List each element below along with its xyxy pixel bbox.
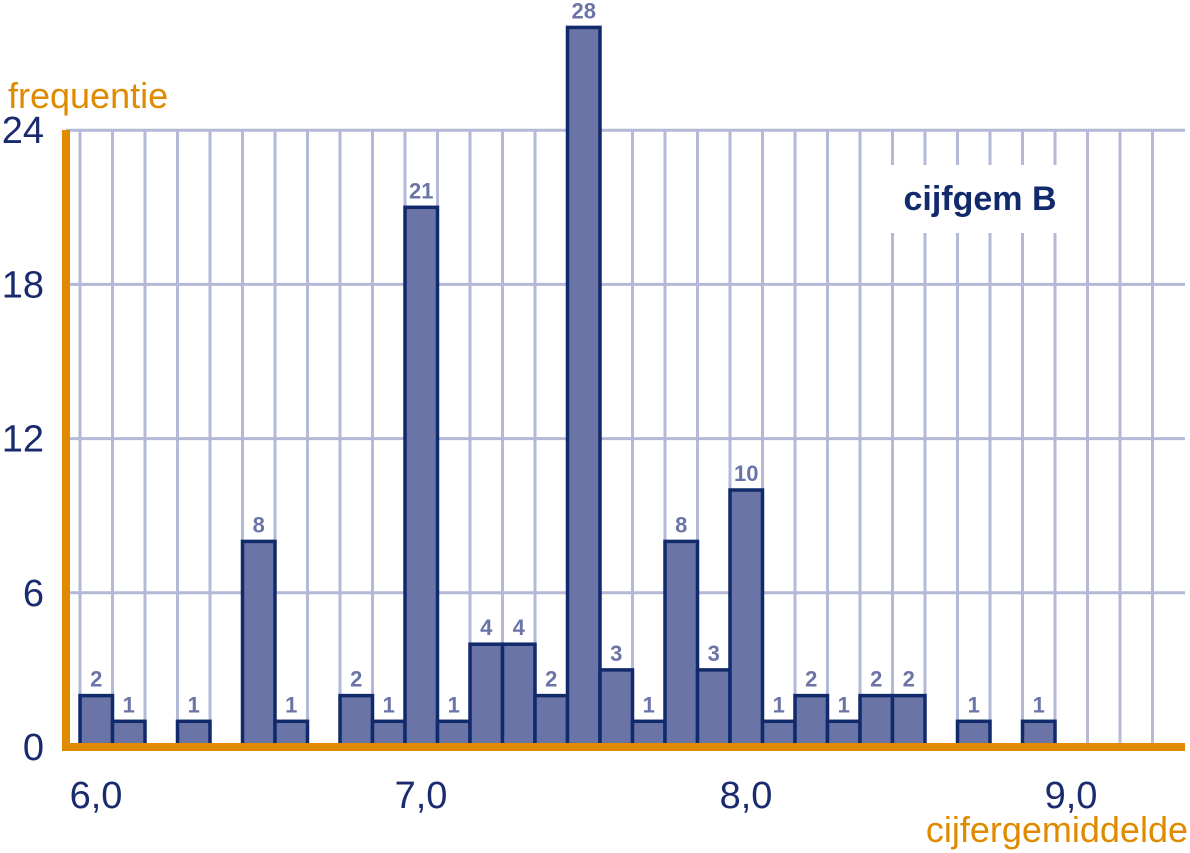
bar — [468, 642, 505, 749]
bar — [403, 205, 440, 749]
x-tick-labels: 6,0 7,0 8,0 9,0 — [70, 775, 1098, 817]
bar-value-label: 1 — [643, 692, 655, 717]
bar-value-label: 2 — [870, 667, 882, 692]
bar — [890, 693, 927, 749]
y-tick-label: 6 — [23, 573, 44, 615]
bar-value-label: 4 — [513, 615, 526, 640]
bar — [110, 719, 147, 749]
bar-value-label: 1 — [448, 692, 460, 717]
y-tick-label: 18 — [2, 264, 44, 306]
bar-value-label: 4 — [480, 615, 493, 640]
bar — [695, 668, 732, 749]
bar-value-label: 1 — [1033, 692, 1045, 717]
bar-value-label: 1 — [838, 692, 850, 717]
y-axis-label: frequentie — [8, 75, 168, 116]
x-tick-label: 6,0 — [70, 775, 123, 817]
bar — [728, 488, 765, 749]
bar — [598, 668, 635, 749]
x-tick-label: 9,0 — [1045, 775, 1098, 817]
bar — [338, 693, 375, 749]
bar-value-label: 2 — [545, 667, 557, 692]
bar-value-label: 2 — [350, 667, 362, 692]
y-tick-label: 12 — [2, 419, 44, 461]
bars — [78, 25, 1057, 749]
bar — [273, 719, 310, 749]
bar-value-label: 1 — [123, 692, 135, 717]
x-tick-label: 8,0 — [720, 775, 773, 817]
bar-value-label: 2 — [805, 667, 817, 692]
bar — [565, 25, 602, 749]
bar-value-label: 2 — [903, 667, 915, 692]
bar — [663, 539, 700, 749]
bar-value-label: 2 — [90, 667, 102, 692]
y-tick-label: 0 — [23, 727, 44, 769]
y-tick-labels: 0 6 12 18 24 — [2, 110, 44, 769]
bar-value-label: 8 — [253, 512, 265, 537]
bar — [533, 693, 570, 749]
bar-value-label: 1 — [968, 692, 980, 717]
y-tick-label: 24 — [2, 110, 44, 152]
bar — [78, 693, 115, 749]
bar-value-label: 1 — [188, 692, 200, 717]
bar — [500, 642, 537, 749]
bar — [1020, 719, 1057, 749]
bar-value-label: 1 — [383, 692, 395, 717]
bar — [240, 539, 277, 749]
x-tick-label: 7,0 — [395, 775, 448, 817]
bar-value-label: 21 — [409, 178, 433, 203]
legend-title: cijfgem B — [903, 180, 1056, 218]
bar — [793, 693, 830, 749]
legend-box — [880, 165, 1080, 233]
bar-value-label: 8 — [675, 512, 687, 537]
bar-value-label: 1 — [773, 692, 785, 717]
bar-value-label: 1 — [285, 692, 297, 717]
x-axis-label: cijfergemiddelde — [926, 809, 1188, 850]
bar-value-label: 3 — [610, 641, 622, 666]
bar — [630, 719, 667, 749]
bar-value-label: 28 — [572, 0, 596, 23]
bar — [858, 693, 895, 749]
bar-value-label: 3 — [708, 641, 720, 666]
bar-value-label: 10 — [734, 461, 758, 486]
